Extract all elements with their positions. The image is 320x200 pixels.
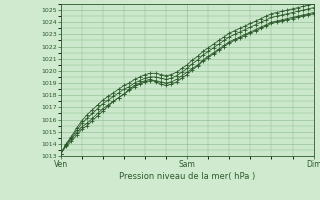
X-axis label: Pression niveau de la mer( hPa ): Pression niveau de la mer( hPa ) — [119, 172, 255, 181]
